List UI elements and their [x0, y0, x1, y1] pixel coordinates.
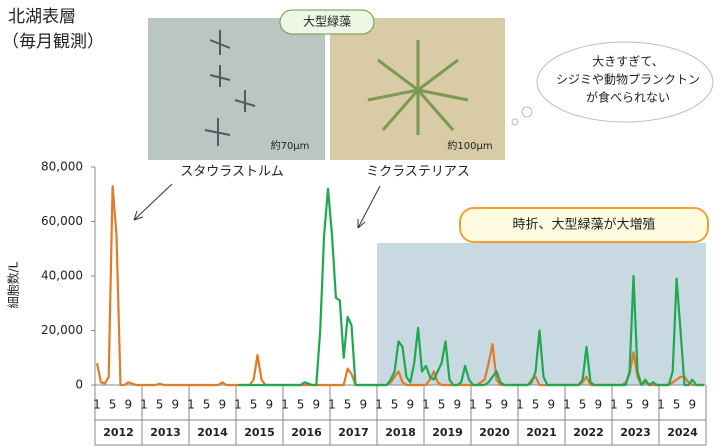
year-label: 2012 [103, 426, 134, 439]
photo-label: 約100μm [447, 139, 492, 152]
photo-label: 約70μm [271, 139, 310, 152]
month-label: 1 [328, 398, 336, 412]
year-label: 2023 [620, 426, 651, 439]
bubble-dot [511, 118, 519, 126]
y-tick-label: 20,000 [41, 323, 83, 337]
month-label: 1 [93, 398, 101, 412]
chart-title: 北湖表層 [8, 7, 76, 27]
series-line [238, 187, 704, 387]
month-label: 9 [124, 398, 132, 412]
month-label: 1 [516, 398, 524, 412]
year-label: 2016 [291, 426, 322, 439]
bubble-dot [521, 106, 533, 118]
year-label: 2015 [244, 426, 275, 439]
month-label: 1 [657, 398, 665, 412]
month-label: 5 [391, 398, 399, 412]
highlight-note: 時折、大型緑藻が大増殖 [512, 217, 655, 233]
month-label: 5 [109, 398, 117, 412]
month-label: 5 [673, 398, 681, 412]
month-label: 5 [532, 398, 540, 412]
photo-cell [204, 30, 256, 146]
month-label: 5 [438, 398, 446, 412]
y-axis-label: 細胞数/L [6, 261, 21, 308]
bubble-text: シジミや動物プランクトン [556, 73, 700, 87]
y-tick-label: 80,000 [41, 160, 83, 174]
month-label: 9 [453, 398, 461, 412]
photo-header: 大型緑藻 [303, 14, 351, 29]
chart-subtitle: （毎月観測） [2, 32, 104, 52]
y-tick-label: 40,000 [41, 269, 83, 283]
annotation: ミクラステリアス [366, 165, 470, 180]
month-label: 1 [234, 398, 242, 412]
bubble-text: が食べられない [586, 90, 670, 105]
pill [279, 9, 375, 35]
month-label: 5 [156, 398, 164, 412]
month-label: 9 [359, 398, 367, 412]
month-label: 9 [406, 398, 414, 412]
year-label: 2019 [432, 426, 463, 439]
photo-cell [367, 40, 469, 135]
annotation: スタウラストルム [180, 165, 283, 180]
month-label: 1 [187, 398, 195, 412]
year-label: 2014 [197, 426, 228, 439]
arrow [133, 183, 381, 229]
month-label: 1 [610, 398, 618, 412]
month-label: 1 [469, 398, 477, 412]
year-label: 2022 [573, 426, 604, 439]
year-label: 2024 [667, 426, 698, 439]
month-label: 5 [250, 398, 258, 412]
y-tick-label: 0 [75, 378, 83, 392]
year-label: 2013 [150, 426, 181, 439]
month-label: 1 [375, 398, 383, 412]
year-label: 2020 [479, 426, 510, 439]
month-label: 9 [265, 398, 273, 412]
month-label: 9 [218, 398, 226, 412]
year-label: 2021 [526, 426, 557, 439]
month-label: 9 [547, 398, 555, 412]
month-label: 1 [140, 398, 148, 412]
y-tick-label: 60,000 [41, 214, 83, 228]
month-label: 9 [641, 398, 649, 412]
year-label: 2018 [385, 426, 416, 439]
month-label: 5 [297, 398, 305, 412]
month-label: 9 [171, 398, 179, 412]
month-label: 1 [563, 398, 571, 412]
month-label: 9 [312, 398, 320, 412]
month-label: 5 [626, 398, 634, 412]
month-label: 5 [344, 398, 352, 412]
month-label: 1 [281, 398, 289, 412]
month-label: 5 [579, 398, 587, 412]
month-label: 9 [594, 398, 602, 412]
month-label: 5 [203, 398, 211, 412]
month-label: 9 [500, 398, 508, 412]
bubble-text: 大きすぎて、 [592, 55, 663, 69]
month-label: 5 [485, 398, 493, 412]
year-label: 2017 [338, 426, 369, 439]
month-label: 9 [688, 398, 696, 412]
highlight-note-box [459, 207, 709, 243]
speech-bubble [536, 41, 714, 123]
month-label: 1 [422, 398, 430, 412]
photo [148, 18, 325, 160]
